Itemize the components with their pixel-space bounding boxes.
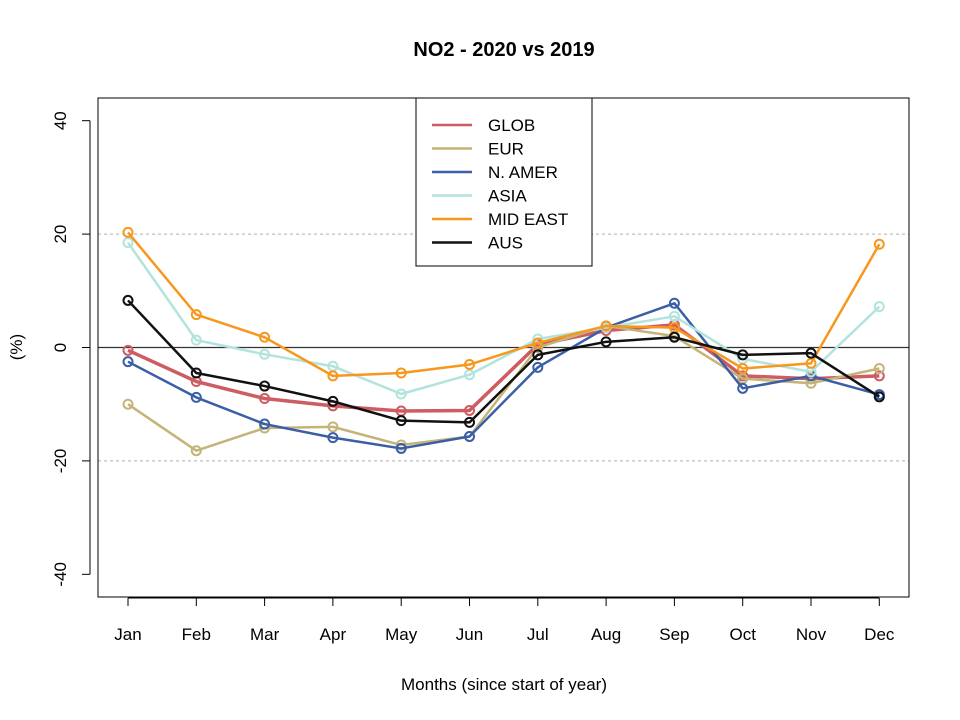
data-point [327, 395, 339, 407]
x-tick-label: Nov [796, 625, 827, 644]
data-point [464, 369, 475, 381]
y-tick-label: 40 [51, 111, 70, 130]
series-line [126, 241, 881, 396]
data-point [873, 391, 885, 403]
data-point [805, 377, 817, 389]
x-tick-label: May [385, 625, 418, 644]
data-point [532, 337, 544, 349]
data-point [737, 349, 749, 361]
series-line [127, 231, 881, 378]
y-axis-label: (%) [7, 334, 26, 360]
data-point [873, 301, 885, 313]
data-point [190, 367, 202, 379]
data-point [668, 297, 680, 309]
legend-label: N. AMER [488, 163, 558, 182]
x-tick-label: Jan [114, 625, 141, 644]
data-point [122, 237, 134, 249]
data-point [190, 334, 202, 346]
x-tick-label: Dec [864, 625, 895, 644]
data-point [259, 393, 271, 405]
data-point [259, 348, 271, 360]
data-point [259, 418, 271, 430]
data-point [464, 416, 475, 428]
y-tick-label: 20 [51, 225, 70, 244]
data-point [259, 331, 271, 343]
data-point [600, 320, 612, 332]
x-tick-label: Feb [182, 625, 211, 644]
data-point [805, 357, 817, 369]
data-point [668, 310, 680, 322]
y-tick-label: -20 [51, 449, 70, 474]
data-point [532, 349, 544, 361]
y-tick-label: 0 [51, 343, 70, 352]
data-point [805, 347, 817, 359]
data-point [122, 356, 134, 368]
data-point [122, 226, 134, 238]
data-point [122, 294, 134, 306]
data-point [737, 362, 749, 374]
y-tick-label: -40 [51, 562, 70, 587]
x-tick-label: Jun [456, 625, 483, 644]
legend-label: MID EAST [488, 210, 568, 229]
data-point [395, 388, 407, 400]
data-point [873, 362, 885, 374]
data-point [873, 238, 885, 250]
series-line [127, 323, 880, 413]
axes-layer: -40 -20 0 20 40 Jan Feb Mar Apr May Jun Jul Aug Sep Oc… [51, 111, 895, 644]
data-point [737, 382, 749, 394]
legend: GLOB EUR N. AMER ASIA MID EAST AUS [415, 97, 593, 267]
data-point [395, 415, 407, 427]
series-aus [122, 294, 885, 428]
data-point [190, 391, 202, 403]
x-axis-label: Months (since start of year) [401, 675, 607, 694]
data-point [259, 380, 271, 392]
data-point [464, 404, 475, 416]
data-point [600, 336, 612, 348]
data-point [122, 344, 134, 356]
data-point [190, 309, 202, 321]
data-point [327, 370, 339, 382]
data-point [190, 445, 202, 457]
x-tick-label: Sep [659, 625, 689, 644]
data-point [464, 359, 475, 371]
x-tick-label: Oct [729, 625, 756, 644]
data-point [395, 367, 407, 379]
data-point [327, 432, 339, 444]
series-line [127, 324, 880, 452]
data-point [395, 442, 407, 454]
data-point [873, 370, 885, 382]
series-line [127, 302, 880, 450]
series-line [127, 299, 880, 424]
x-tick-label: Mar [250, 625, 280, 644]
data-point [532, 361, 544, 373]
x-tick-label: Apr [320, 625, 347, 644]
data-point [327, 421, 339, 433]
x-tick-label: Jul [527, 625, 549, 644]
data-point [668, 331, 680, 343]
grid-layer [98, 233, 909, 462]
legend-label: AUS [488, 234, 523, 253]
legend-label: GLOB [488, 116, 535, 135]
data-point [464, 431, 475, 443]
legend-label: EUR [488, 140, 524, 159]
series-layer [122, 226, 885, 457]
chart-title: NO2 - 2020 vs 2019 [413, 39, 594, 61]
x-tick-label: Aug [591, 625, 621, 644]
legend-label: ASIA [488, 187, 527, 206]
data-point [122, 398, 134, 410]
series-mid-east [122, 226, 885, 382]
